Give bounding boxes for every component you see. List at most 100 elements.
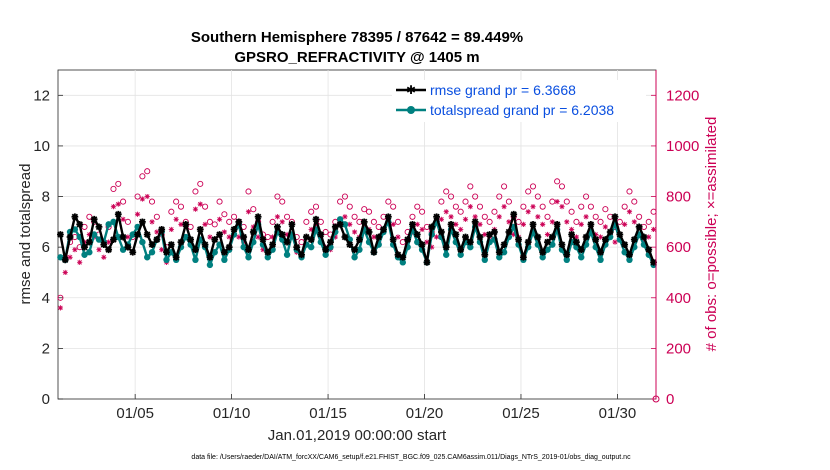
obs-assimilated-marker	[433, 234, 440, 240]
obs-possible-marker	[462, 198, 469, 205]
series-totalspread-point	[539, 254, 546, 261]
series-rmse-point	[370, 248, 378, 256]
series-rmse-point	[577, 246, 585, 254]
obs-assimilated-marker	[414, 221, 420, 227]
series-rmse-point	[375, 233, 383, 241]
obs-assimilated-marker	[139, 196, 145, 202]
series-rmse-point	[611, 213, 619, 221]
obs-assimilated-marker	[482, 231, 488, 238]
obs-possible-marker	[274, 193, 281, 200]
obs-assimilated-marker	[646, 234, 652, 240]
obs-assimilated-marker	[226, 234, 232, 240]
obs-possible-marker	[202, 203, 209, 210]
obs-possible-marker	[443, 188, 450, 195]
obs-assimilated-marker	[274, 214, 281, 220]
series-rmse-point	[452, 231, 460, 238]
obs-possible-marker	[505, 198, 512, 205]
chart-title-line1: Southern Hemisphere 78395 / 87642 = 89.4…	[191, 29, 523, 46]
obs-possible-marker	[115, 180, 122, 187]
series-rmse-point	[573, 238, 580, 246]
series-totalspread-point	[457, 251, 464, 258]
obs-possible-marker	[269, 218, 276, 225]
obs-assimilated-marker	[549, 219, 555, 225]
series-rmse-point	[187, 236, 195, 243]
obs-assimilated-marker	[144, 193, 150, 200]
obs-possible-marker	[597, 218, 604, 225]
obs-possible-marker	[173, 198, 180, 205]
series-rmse-point	[442, 243, 450, 251]
series-rmse-point	[404, 236, 412, 243]
obs-possible-marker	[124, 218, 131, 225]
obs-possible-marker	[134, 193, 141, 200]
obs-assimilated-marker	[192, 206, 199, 212]
series-rmse	[57, 210, 657, 266]
obs-possible-marker	[144, 168, 151, 175]
series-totalspread-point	[578, 254, 585, 261]
series-rmse-point	[486, 231, 494, 238]
series-rmse-point	[601, 236, 609, 243]
series-totalspread-point	[264, 254, 271, 261]
obs-possible-marker	[409, 213, 416, 220]
obs-assimilated-marker	[178, 221, 184, 227]
obs-possible-marker	[177, 203, 185, 210]
obs-assimilated-marker	[168, 226, 174, 233]
obs-assimilated-marker	[477, 221, 483, 227]
series-rmse-point	[413, 231, 421, 238]
obs-assimilated-marker	[115, 201, 121, 207]
series-rmse-point	[90, 215, 98, 223]
obs-assimilated-marker	[583, 214, 589, 220]
series-totalspread-point	[206, 261, 214, 269]
y-tick-left-label: 2	[42, 340, 50, 357]
obs-assimilated-marker	[332, 234, 338, 240]
obs-assimilated-marker	[371, 234, 377, 240]
obs-possible-marker	[602, 206, 609, 213]
series-totalspread-point	[563, 256, 570, 264]
obs-possible-marker	[250, 206, 257, 213]
series-totalspread-point	[549, 241, 556, 248]
obs-assimilated-marker	[467, 204, 473, 210]
series-totalspread-point	[119, 246, 127, 253]
series-rmse-point	[539, 248, 547, 256]
obs-assimilated-marker	[96, 247, 102, 253]
series-rmse-point	[134, 231, 141, 238]
obs-assimilated-marker	[511, 231, 517, 238]
x-tick-label: 01/10	[213, 405, 251, 422]
series-rmse-point	[650, 258, 657, 266]
series-rmse-point	[138, 218, 146, 226]
obs-assimilated-marker	[496, 214, 502, 220]
obs-assimilated-marker	[342, 214, 348, 220]
series-rmse-point	[76, 220, 84, 228]
y-ticks-left: 0 2 4 6 8 10 12	[33, 87, 63, 408]
obs-possible-marker	[341, 193, 348, 200]
series-rmse-point	[182, 220, 190, 228]
obs-possible-marker	[626, 188, 633, 195]
obs-possible-marker	[621, 203, 628, 210]
series-rmse-point	[124, 243, 132, 251]
obs-possible-marker	[351, 213, 358, 220]
series-rmse-point	[389, 236, 397, 243]
obs-assimilated-marker	[159, 247, 165, 253]
obs-possible-marker	[139, 173, 146, 180]
obs-assimilated-marker	[525, 209, 531, 215]
obs-assimilated-marker	[438, 216, 444, 222]
obs-possible-marker	[476, 203, 484, 210]
obs-possible-marker	[558, 183, 566, 190]
series-totalspread-point	[115, 233, 122, 241]
obs-possible-marker	[472, 193, 479, 200]
series-rmse-point	[544, 238, 551, 246]
legend-rmse-marker: ✱	[406, 83, 416, 97]
series-rmse-point	[66, 233, 74, 241]
series-rmse-point	[172, 253, 180, 261]
series-rmse-point	[249, 228, 257, 236]
series-rmse-point	[196, 226, 204, 233]
series-rmse-point	[158, 226, 166, 233]
series-rmse-point	[394, 251, 402, 259]
obs-possible-marker	[390, 203, 397, 210]
obs-assimilated-marker	[472, 214, 478, 220]
series-rmse-point	[216, 231, 223, 238]
obs-assimilated-marker	[106, 239, 112, 245]
y-tick-left-label: 0	[42, 391, 50, 408]
obs-possible-marker	[148, 198, 156, 205]
series-rmse-point	[288, 220, 296, 228]
series-rmse-point	[153, 236, 161, 243]
